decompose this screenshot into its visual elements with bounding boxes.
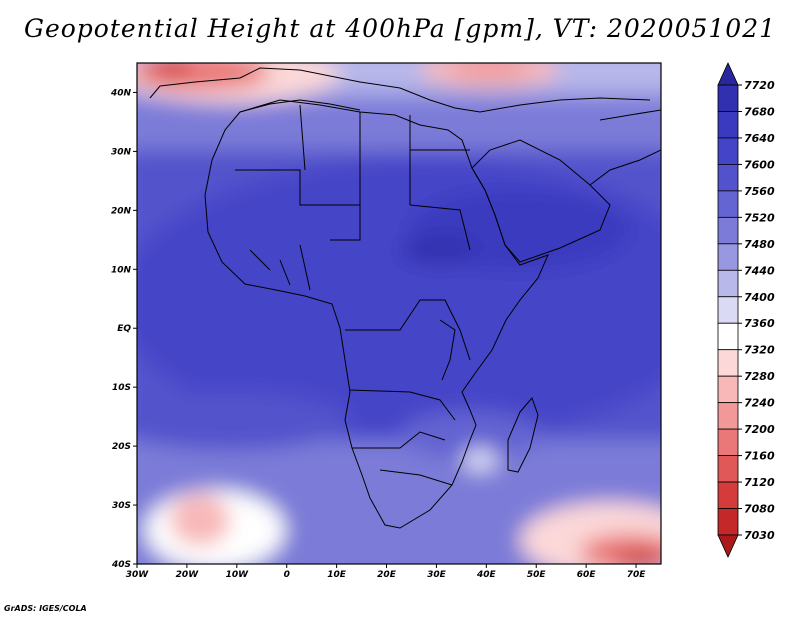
lat-tick-label: 40N <box>110 88 132 98</box>
colorbar-swatch <box>717 349 739 377</box>
height-field <box>137 63 661 564</box>
colorbar-label: 7120 <box>744 476 775 489</box>
colorbar-swatch <box>717 216 739 245</box>
colorbar-swatch <box>717 269 739 298</box>
colorbar-swatch <box>717 375 739 404</box>
lon-tick-label: 0 <box>284 570 290 580</box>
colorbar-swatch <box>717 190 739 218</box>
lon-tick-label: 20E <box>377 570 397 580</box>
colorbar-label: 7640 <box>744 132 775 145</box>
colorbar-label: 7160 <box>744 450 775 463</box>
lon-tick-label: 60E <box>577 570 597 580</box>
colorbar-label: 7200 <box>744 423 775 436</box>
colorbar-swatch <box>717 164 739 192</box>
grads-credit: GrADS: IGES/COLA <box>4 604 87 613</box>
lat-tick-label: 10N <box>111 265 132 275</box>
colorbar-swatch <box>717 428 739 456</box>
colorbar-label: 7680 <box>744 105 775 118</box>
colorbar-swatch <box>717 296 739 324</box>
colorbar-bottom-arrow <box>717 534 739 558</box>
map-title: Geopotential Height at 400hPa [gpm], VT:… <box>23 14 777 43</box>
lon-tick-label: 70E <box>627 570 647 580</box>
lon-tick-label: 40E <box>476 570 497 580</box>
lat-tick-label: 40S <box>111 560 131 570</box>
colorbar-swatch <box>717 322 739 351</box>
colorbar-label: 7400 <box>744 291 775 304</box>
colorbar-top-arrow <box>717 62 739 86</box>
colorbar-label: 7360 <box>744 317 775 330</box>
lat-tick-label: EQ <box>117 324 131 334</box>
colorbar-label: 7030 <box>744 529 775 542</box>
colorbar-swatch <box>717 243 739 271</box>
lon-tick-label: 50E <box>527 570 547 580</box>
colorbar-label: 7520 <box>744 211 775 224</box>
colorbar-swatch <box>717 111 739 139</box>
colorbar: 7720 7680 7640 7600 7560 7520 7480 7440 7400 7360… <box>717 62 775 558</box>
colorbar-label: 7080 <box>744 503 775 516</box>
colorbar-label: 7440 <box>744 264 775 277</box>
lon-tick-label: 30W <box>126 570 150 580</box>
colorbar-label: 7600 <box>744 158 775 171</box>
colorbar-label: 7720 <box>744 79 775 92</box>
coastlines <box>149 67 661 529</box>
colorbar-label: 7560 <box>744 185 775 198</box>
colorbar-swatch <box>717 455 739 483</box>
lon-tick-label: 30E <box>427 570 447 580</box>
colorbar-swatch <box>717 137 739 165</box>
lon-tick-label: 20W <box>176 570 200 580</box>
lon-tick-label: 10E <box>327 570 347 580</box>
longitude-axis: 30W 20W 10W 0 10E 20E 30E 40E 50E 60E 70E <box>126 564 646 580</box>
colorbar-label: 7480 <box>744 238 775 251</box>
lat-tick-label: 30N <box>111 147 132 157</box>
colorbar-label: 7280 <box>744 370 775 383</box>
colorbar-label: 7240 <box>744 397 775 410</box>
colorbar-swatch <box>717 481 739 509</box>
colorbar-swatch <box>717 508 739 536</box>
colorbar-label: 7320 <box>744 344 775 357</box>
lat-tick-label: 20S <box>112 442 131 452</box>
plot-frame <box>136 62 662 565</box>
lon-tick-label: 10W <box>226 570 250 580</box>
colorbar-swatch <box>717 402 739 430</box>
colorbar-swatch <box>717 84 739 112</box>
lat-tick-label: 10S <box>112 383 131 393</box>
lat-tick-label: 20N <box>111 206 132 216</box>
latitude-axis: 40N 30N 20N 10N EQ 10S 20S 30S 40S <box>110 88 137 570</box>
lat-tick-label: 30S <box>112 501 131 511</box>
